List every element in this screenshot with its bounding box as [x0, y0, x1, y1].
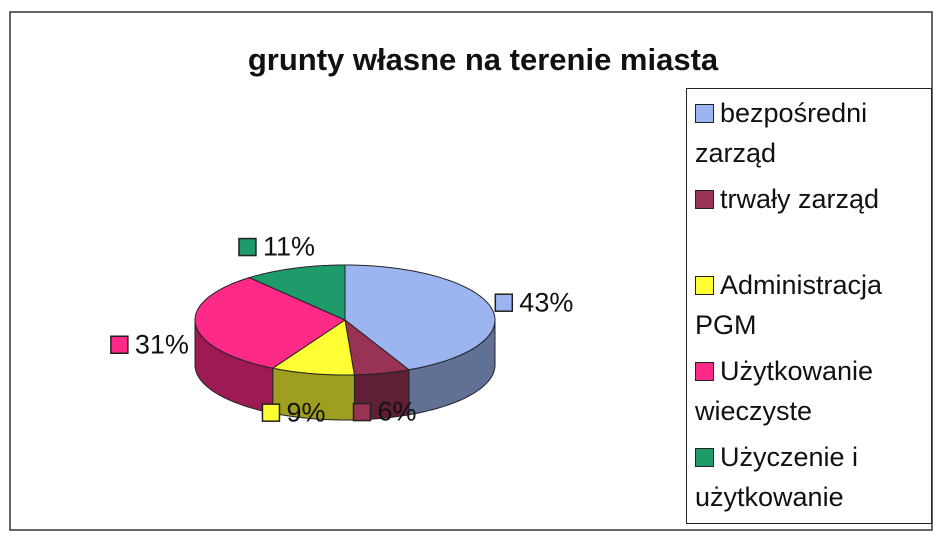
- data-label: 9%: [286, 397, 325, 427]
- legend-label: Użytkowanie wieczyste: [695, 356, 874, 426]
- label-swatch: [110, 335, 129, 354]
- legend: bezpośredni zarząd trwały zarząd Administr…: [686, 88, 932, 524]
- slice: [344, 264, 496, 371]
- data-label: 43%: [519, 287, 573, 317]
- legend-swatch: [695, 104, 714, 123]
- legend-swatch: [695, 276, 714, 295]
- legend-entry: Użyczenie i użytkowanie: [695, 437, 931, 517]
- legend-entry: bezpośredni zarząd: [695, 93, 931, 173]
- slice: [194, 277, 347, 369]
- legend-swatch: [695, 362, 714, 381]
- frame: [9, 11, 933, 531]
- legend-entry: Użytkowanie wieczyste: [695, 351, 931, 431]
- slice: [344, 318, 411, 376]
- slice: [247, 264, 346, 321]
- legend-entry: Administracja PGM: [695, 265, 931, 345]
- legend-entry: trwały zarząd: [695, 179, 931, 219]
- legend-label: Administracja PGM: [695, 270, 883, 340]
- label-swatch: [261, 403, 281, 422]
- slice: [271, 319, 356, 376]
- label-swatch: [238, 237, 257, 257]
- legend-swatch: [695, 190, 714, 209]
- legend-label: bezpośredni zarząd: [695, 98, 868, 168]
- legend-label: trwały zarząd: [720, 184, 880, 214]
- data-label: 11%: [263, 232, 315, 262]
- legend-label: Użyczenie i użytkowanie: [695, 442, 859, 512]
- chart-title: grunty własne na terenie miasta: [248, 42, 719, 77]
- legend-swatch: [695, 448, 714, 467]
- data-label: 31%: [135, 329, 189, 359]
- label-swatch: [352, 402, 372, 422]
- data-label: 6%: [377, 397, 416, 427]
- label-swatch: [494, 293, 514, 312]
- pie-tops: [194, 264, 496, 376]
